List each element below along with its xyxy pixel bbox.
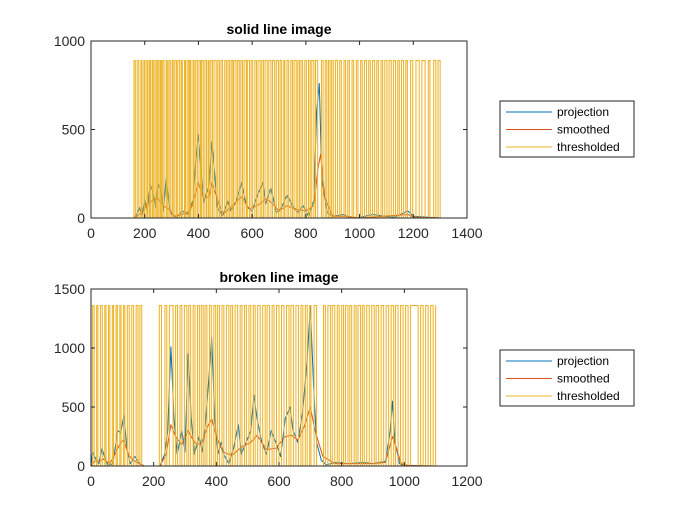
chart-title: solid line image: [226, 21, 331, 37]
series-line-thresholded: [91, 305, 437, 466]
x-tick-label: 400: [187, 225, 211, 241]
x-tick-label: 800: [294, 225, 318, 241]
chart-title: broken line image: [219, 269, 338, 285]
y-tick-label: 0: [77, 210, 85, 226]
x-tick-label: 1200: [398, 225, 429, 241]
y-tick-label: 1500: [54, 281, 85, 297]
legend-label-smoothed: smoothed: [557, 372, 610, 386]
legend-label-projection: projection: [557, 354, 609, 368]
x-tick-label: 1000: [344, 225, 375, 241]
x-tick-label: 400: [205, 473, 229, 489]
y-tick-label: 0: [77, 458, 85, 474]
x-tick-label: 1400: [451, 225, 482, 241]
y-tick-label: 500: [62, 399, 86, 415]
legend: projection smoothed thresholded: [499, 349, 635, 407]
chart-1: 0 200 400 600 800 1000 1200 1400 0 500 1000 solid l…: [54, 21, 635, 241]
x-tick-label: 600: [240, 225, 264, 241]
series-line-thresholded: [91, 59, 467, 218]
x-tick-label: 200: [133, 225, 157, 241]
legend-label-thresholded: thresholded: [557, 140, 620, 154]
x-tick-label: 200: [142, 473, 166, 489]
x-tick-label: 800: [330, 473, 354, 489]
y-tick-label: 500: [62, 122, 86, 138]
series-group: [91, 305, 437, 466]
chart-2: 0 200 400 600 800 1000 1200 0 500 1000 1500 broken …: [54, 269, 635, 489]
x-tick-label: 1000: [389, 473, 420, 489]
y-tick-label: 1000: [54, 33, 85, 49]
x-tick-label: 1200: [451, 473, 482, 489]
y-tick-label: 1000: [54, 340, 85, 356]
x-tick-label: 600: [267, 473, 291, 489]
series-group: [91, 59, 467, 218]
x-tick-label: 0: [87, 225, 95, 241]
x-tick-label: 0: [87, 473, 95, 489]
legend-label-projection: projection: [557, 105, 609, 119]
legend: projection smoothed thresholded: [499, 100, 635, 158]
legend-label-smoothed: smoothed: [557, 123, 610, 137]
legend-label-thresholded: thresholded: [557, 389, 620, 403]
